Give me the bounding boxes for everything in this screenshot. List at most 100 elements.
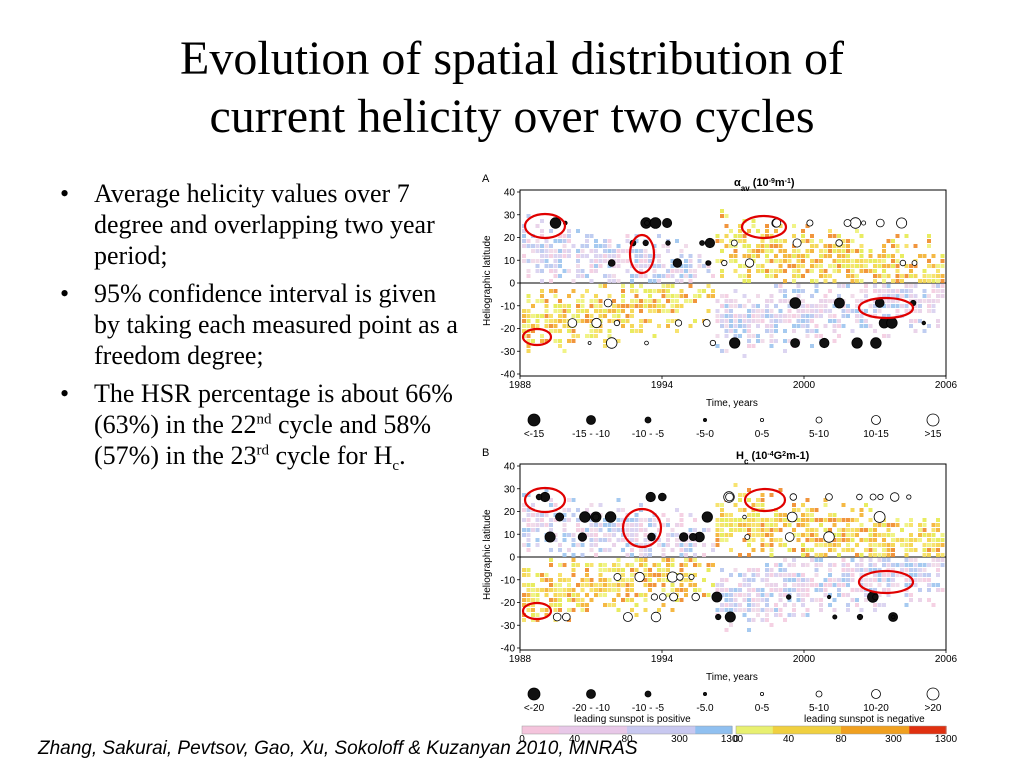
heat-cell: [535, 299, 540, 303]
heat-cell: [859, 314, 864, 318]
heat-cell: [742, 518, 747, 522]
heat-cell: [819, 299, 823, 303]
heat-cell: [585, 568, 589, 572]
title-line-1: Evolution of spatial distribution of: [180, 32, 844, 85]
heat-cell: [571, 339, 576, 343]
heat-cell: [810, 533, 814, 537]
heat-cell: [526, 523, 531, 527]
heat-cell: [832, 548, 837, 552]
heat-cell: [612, 254, 616, 258]
heat-cell: [832, 304, 837, 308]
heat-cell: [706, 264, 711, 268]
heat-cell: [877, 523, 882, 527]
heat-cell: [616, 508, 621, 512]
heat-cell: [900, 279, 904, 283]
heat-cell: [882, 264, 886, 268]
heat-cell: [603, 568, 607, 572]
heat-cell: [576, 314, 580, 318]
heat-cell: [558, 304, 562, 308]
heat-cell: [747, 249, 751, 253]
heat-cell: [864, 598, 868, 602]
heat-cell: [598, 244, 603, 248]
heat-cell: [936, 294, 940, 298]
heat-cell: [769, 608, 774, 612]
heat-cell: [787, 548, 792, 552]
heat-cell: [661, 309, 666, 313]
heat-cell: [774, 603, 778, 607]
heat-cell: [630, 284, 634, 288]
heat-cell: [913, 583, 918, 587]
legend-marker: [644, 690, 652, 698]
heat-cell: [783, 568, 787, 572]
heat-cell: [792, 329, 796, 333]
helicity-marker: [875, 218, 885, 228]
heat-cell: [832, 533, 837, 537]
heat-cell: [882, 254, 886, 258]
heat-cell: [684, 593, 688, 597]
heat-cell: [783, 603, 787, 607]
bullet-sup: nd: [256, 411, 272, 428]
heat-cell: [571, 513, 576, 517]
heat-cell: [558, 274, 562, 278]
heat-cell: [778, 309, 783, 313]
heat-cell: [769, 234, 774, 238]
heat-cell: [522, 239, 526, 243]
heat-cell: [936, 588, 940, 592]
heat-cell: [715, 538, 720, 542]
heat-cell: [553, 289, 558, 293]
heat-cell: [832, 513, 837, 517]
heat-cell: [576, 603, 580, 607]
heat-cell: [841, 518, 846, 522]
heat-cell: [688, 264, 693, 268]
colorbar-swatch: [558, 726, 565, 734]
legend-label: <-15: [524, 429, 545, 440]
heat-cell: [648, 578, 652, 582]
heat-cell: [904, 553, 909, 557]
heat-cell: [828, 234, 832, 238]
heat-cell: [675, 299, 679, 303]
heat-cell: [544, 573, 549, 577]
heat-cell: [823, 279, 828, 283]
heat-cell: [720, 533, 724, 537]
colorbar-swatch: [762, 726, 769, 734]
heat-cell: [594, 309, 598, 313]
heat-cell: [598, 503, 603, 507]
heat-cell: [607, 334, 612, 338]
heat-cell: [792, 314, 796, 318]
heat-cell: [720, 214, 724, 218]
heat-cell: [747, 274, 751, 278]
heat-cell: [765, 583, 769, 587]
heat-cell: [900, 568, 904, 572]
heat-cell: [877, 603, 882, 607]
heat-cell: [657, 274, 661, 278]
heat-cell: [702, 264, 706, 268]
heat-cell: [882, 274, 886, 278]
helicity-marker: [849, 217, 862, 229]
heat-cell: [796, 254, 801, 258]
heat-cell: [639, 528, 643, 532]
heat-cell: [904, 274, 909, 278]
heat-cell: [720, 503, 724, 507]
heat-cell: [522, 503, 526, 507]
heat-cell: [864, 309, 868, 313]
heat-cell: [832, 578, 837, 582]
heat-cell: [756, 319, 760, 323]
colorbar-left: 0 40 80 300 1300: [519, 725, 744, 745]
heat-cell: [787, 523, 792, 527]
heat-cell: [576, 319, 580, 323]
heat-cell: [733, 314, 738, 318]
heat-cell: [742, 324, 747, 328]
helicity-marker: [644, 340, 649, 346]
heat-cell: [814, 533, 819, 537]
colorbar-swatch: [772, 726, 779, 734]
heat-cell: [747, 528, 751, 532]
heat-cell: [643, 558, 648, 562]
heat-cell: [571, 498, 576, 502]
heat-cell: [886, 528, 891, 532]
legend-label: 5-10: [809, 703, 829, 714]
heat-cell: [810, 234, 814, 238]
heat-cell: [571, 334, 576, 338]
heat-cell: [787, 264, 792, 268]
heat-cell: [558, 563, 562, 567]
